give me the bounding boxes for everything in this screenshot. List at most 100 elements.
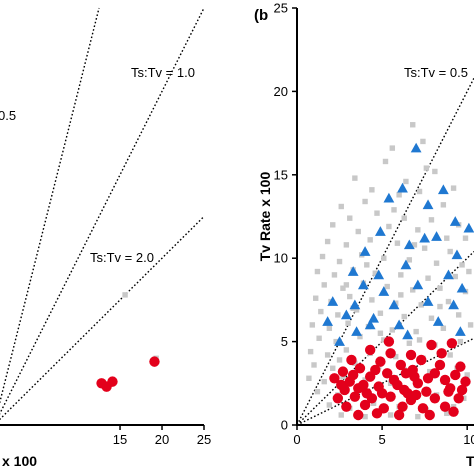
point-b-0-72 <box>440 325 447 331</box>
point-b-0-86 <box>447 352 453 358</box>
point-b-0-108 <box>326 402 333 408</box>
point-b-0-38 <box>314 268 321 275</box>
point-b-0-16 <box>374 210 380 216</box>
point-b-0-119 <box>466 268 472 275</box>
point-b-1-2 <box>383 192 395 203</box>
point-b-0-41 <box>372 270 378 276</box>
point-b-0-1 <box>420 138 426 145</box>
x-ticks-a: 15 20 25 <box>113 425 211 447</box>
point-b-0-63 <box>401 313 407 320</box>
point-b-1-26 <box>340 309 352 320</box>
point-b-0-124 <box>364 262 370 268</box>
point-b-0-52 <box>313 295 319 301</box>
point-b-0-4 <box>369 187 375 193</box>
point-b-1-0 <box>410 142 422 153</box>
x-axis-label-a: x 100 <box>2 453 37 469</box>
point-b-2-50 <box>409 371 420 382</box>
point-b-0-95 <box>321 378 327 385</box>
ratio-line-a-1 <box>0 216 205 421</box>
point-b-2-22 <box>439 374 451 386</box>
point-b-0-21 <box>355 228 361 235</box>
ratio-line-b-2 <box>296 77 474 426</box>
panel-label-b: (b <box>254 7 268 24</box>
y-tick-label-b-2: 10 <box>274 251 288 266</box>
point-b-0-3 <box>403 178 409 185</box>
point-b-0-17 <box>401 215 407 221</box>
point-b-1-29 <box>432 316 444 326</box>
point-b-0-6 <box>389 145 396 151</box>
point-b-0-24 <box>444 235 450 241</box>
point-b-0-77 <box>406 340 413 346</box>
point-b-2-6 <box>346 354 357 366</box>
point-b-2-33 <box>385 391 396 402</box>
point-b-2-53 <box>376 388 388 399</box>
point-b-0-46 <box>340 285 346 291</box>
point-b-2-43 <box>353 409 364 421</box>
point-b-0-44 <box>452 273 458 280</box>
point-b-1-25 <box>322 316 334 326</box>
point-b-2-13 <box>382 368 393 379</box>
point-b-0-30 <box>447 248 453 255</box>
point-b-0-68 <box>345 320 351 326</box>
x-tick-label-a-2: 25 <box>197 432 211 447</box>
point-b-0-60 <box>335 312 341 318</box>
point-b-2-60 <box>443 386 454 397</box>
x-tick-label-b-2: 10 <box>463 432 474 447</box>
point-b-0-7 <box>382 158 389 165</box>
point-b-1-14 <box>400 259 412 270</box>
point-b-0-71 <box>413 328 419 335</box>
point-b-0-125 <box>411 242 418 248</box>
point-b-2-1 <box>405 349 417 361</box>
y-tick-label-b-3: 15 <box>274 167 288 182</box>
ratio-line-label-a-1: 0.5 <box>0 108 16 123</box>
point-b-0-114 <box>338 412 344 418</box>
ratio-line-a-0 <box>0 7 205 415</box>
point-b-0-131 <box>416 337 423 343</box>
point-b-1-6 <box>419 232 431 243</box>
ratio-line-a-2 <box>0 7 100 405</box>
point-b-0-94 <box>306 375 312 381</box>
point-b-1-24 <box>448 299 459 310</box>
point-b-0-115 <box>362 413 368 420</box>
point-b-0-101 <box>314 388 321 395</box>
y-axis-label-b: Tv Rate x 100 <box>257 172 273 262</box>
point-b-0-73 <box>316 335 322 341</box>
point-b-1-22 <box>388 299 400 310</box>
point-b-2-46 <box>424 409 435 421</box>
point-b-0-75 <box>357 333 363 340</box>
point-b-1-34 <box>364 319 376 330</box>
point-b-1-7 <box>449 216 461 226</box>
point-b-2-41 <box>417 403 429 414</box>
ratio-line-b-1 <box>296 251 474 426</box>
scatter-panel-a: 15 20 25 Ts:Tv = 1.0 0.5 Ts:Tv = 2.0 x 100 <box>0 7 211 469</box>
point-b-1-35 <box>463 222 474 233</box>
x-tick-label-b-0: 0 <box>293 432 300 447</box>
point-b-0-11 <box>396 192 402 198</box>
x-tick-label-a-1: 20 <box>155 432 169 447</box>
point-b-0-15 <box>347 215 353 221</box>
point-b-1-30 <box>351 326 362 336</box>
point-b-0-81 <box>324 352 331 358</box>
point-b-2-7 <box>375 356 386 367</box>
point-a-1-2 <box>107 376 118 387</box>
point-b-0-59 <box>318 308 324 315</box>
ratio-line-labels-b: Ts:Tv = 0.5 <box>404 65 468 80</box>
point-b-0-35 <box>406 257 413 263</box>
ratio-line-label-a-2: Ts:Tv = 2.0 <box>90 250 154 265</box>
point-b-1-27 <box>368 312 379 323</box>
x-tick-label-b-1: 5 <box>378 432 385 447</box>
point-b-0-126 <box>391 207 397 213</box>
point-b-0-32 <box>336 258 343 265</box>
y-tick-label-b-5: 25 <box>274 1 288 16</box>
point-b-2-2 <box>426 339 437 351</box>
point-b-1-19 <box>456 282 468 293</box>
ratio-line-labels-a: Ts:Tv = 1.0 0.5 Ts:Tv = 2.0 <box>0 65 195 265</box>
point-b-0-88 <box>330 365 336 371</box>
point-b-2-57 <box>400 368 412 379</box>
point-b-1-10 <box>403 239 415 250</box>
point-b-1-17 <box>378 286 390 296</box>
point-b-2-49 <box>370 364 381 376</box>
data-points-b <box>306 122 474 421</box>
point-b-0-34 <box>381 255 387 261</box>
point-b-0-9 <box>416 188 423 195</box>
